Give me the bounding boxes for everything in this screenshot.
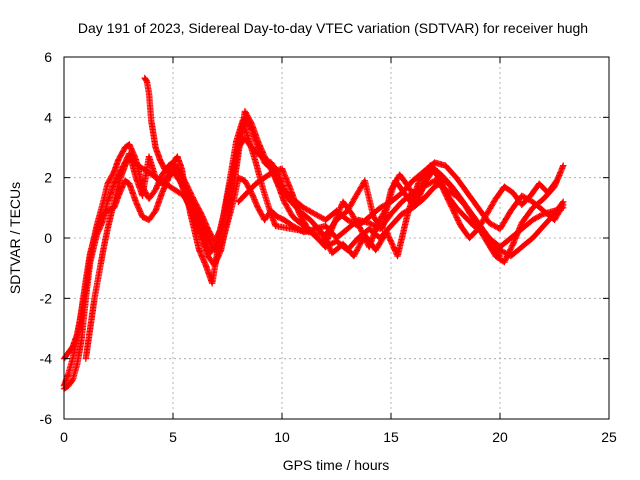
series-markers xyxy=(60,168,567,389)
y-tick-label: -6 xyxy=(40,411,53,427)
y-tick-label: -2 xyxy=(40,290,53,306)
y-tick-label: -4 xyxy=(40,351,53,367)
x-tick-label: 5 xyxy=(169,429,177,445)
series-markers xyxy=(235,162,504,260)
x-tick-label: 15 xyxy=(383,429,399,445)
x-tick-label: 25 xyxy=(601,429,617,445)
data-points xyxy=(60,74,567,392)
x-tick-label: 20 xyxy=(492,429,508,445)
y-axis-label: SDTVAR / TECUs xyxy=(7,182,23,294)
axes: 0 5 10 15 20 25 -6 -4 -2 0 2 4 6 xyxy=(40,49,617,445)
y-tick-label: 0 xyxy=(44,230,52,246)
chart-title: Day 191 of 2023, Sidereal Day-to-day VTE… xyxy=(78,20,588,36)
y-tick-label: 4 xyxy=(44,109,52,125)
data-series xyxy=(60,168,567,389)
x-tick-label: 0 xyxy=(60,429,68,445)
y-tick-label: 6 xyxy=(44,49,52,65)
x-tick-label: 10 xyxy=(274,429,290,445)
data-series xyxy=(235,162,504,260)
y-tick-label: 2 xyxy=(44,170,52,186)
x-axis-label: GPS time / hours xyxy=(283,457,390,473)
